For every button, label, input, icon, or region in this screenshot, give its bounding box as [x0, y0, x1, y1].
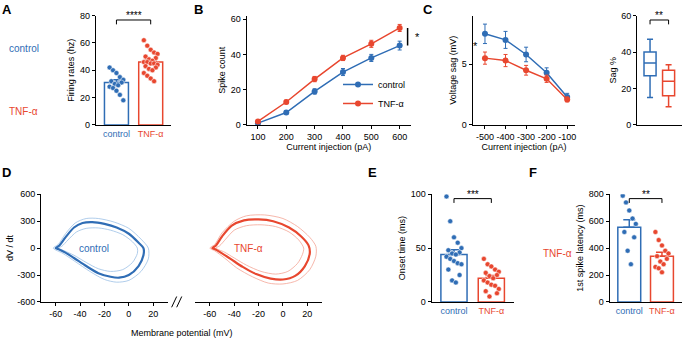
svg-text:F: F [529, 165, 537, 180]
svg-text:dV / dt: dV / dt [5, 235, 15, 262]
svg-text:0: 0 [85, 120, 90, 130]
svg-text:80: 80 [80, 11, 90, 21]
svg-text:***: *** [467, 189, 479, 200]
svg-text:60: 60 [80, 38, 90, 48]
svg-text:Current injection (pA): Current injection (pA) [286, 142, 371, 152]
svg-text:control: control [616, 306, 643, 316]
svg-text:500: 500 [364, 132, 379, 142]
svg-text:TNF-α: TNF-α [649, 306, 675, 316]
svg-text:100: 100 [250, 132, 265, 142]
svg-text:20: 20 [231, 85, 241, 95]
svg-text:****: **** [126, 10, 142, 21]
svg-text:400: 400 [589, 243, 604, 253]
svg-text:100: 100 [411, 189, 426, 199]
svg-text:600: 600 [20, 189, 35, 199]
svg-text:Membrane potential (mV): Membrane potential (mV) [131, 328, 233, 338]
svg-text:0: 0 [421, 297, 426, 307]
svg-text:-100: -100 [558, 132, 576, 142]
svg-text:40: 40 [621, 47, 631, 57]
svg-text:5: 5 [462, 59, 467, 69]
svg-text:B: B [194, 2, 203, 17]
svg-text:300: 300 [307, 132, 322, 142]
svg-text:E: E [368, 165, 377, 180]
svg-text:-600: -600 [17, 297, 35, 307]
svg-text:Onset time (ms): Onset time (ms) [397, 216, 407, 280]
svg-text:-60: -60 [49, 309, 62, 319]
svg-text:0: 0 [462, 120, 467, 130]
svg-text:-20: -20 [98, 309, 111, 319]
svg-text:control: control [440, 306, 467, 316]
svg-text:300: 300 [20, 216, 35, 226]
svg-text:400: 400 [335, 132, 350, 142]
svg-text:0: 0 [236, 120, 241, 130]
svg-text:TNF-α: TNF-α [234, 243, 263, 254]
svg-text:-400: -400 [497, 132, 515, 142]
svg-text:control: control [9, 43, 39, 54]
svg-text:TNF-α: TNF-α [378, 99, 404, 109]
svg-text:-500: -500 [476, 132, 494, 142]
svg-text:-60: -60 [203, 309, 216, 319]
svg-text:D: D [2, 165, 11, 180]
svg-text:200: 200 [589, 270, 604, 280]
svg-text:TNF-α: TNF-α [9, 106, 38, 117]
svg-text:40: 40 [80, 65, 90, 75]
svg-text:Firing rates (hz): Firing rates (hz) [66, 39, 76, 102]
svg-text:**: ** [655, 10, 663, 21]
svg-text:20: 20 [80, 93, 90, 103]
svg-text:**: ** [642, 189, 650, 200]
svg-text:*: * [473, 40, 478, 52]
svg-text:-40: -40 [228, 309, 241, 319]
svg-text:control: control [103, 129, 130, 139]
svg-text:0: 0 [599, 297, 604, 307]
svg-text:40: 40 [231, 50, 241, 60]
svg-text:control: control [79, 243, 109, 254]
svg-text:Current injection (pA): Current injection (pA) [482, 142, 567, 152]
svg-text:20: 20 [621, 84, 631, 94]
svg-text:0: 0 [30, 243, 35, 253]
svg-text:-40: -40 [74, 309, 87, 319]
svg-text:-200: -200 [538, 132, 556, 142]
svg-text:0: 0 [626, 120, 631, 130]
svg-text:1st spike latency (ms): 1st spike latency (ms) [575, 205, 585, 292]
svg-text:50: 50 [416, 243, 426, 253]
svg-text:600: 600 [589, 216, 604, 226]
svg-text:A: A [2, 2, 12, 17]
svg-text:0: 0 [126, 309, 131, 319]
svg-text:-20: -20 [252, 309, 265, 319]
svg-text:60: 60 [231, 14, 241, 24]
svg-text:*: * [415, 31, 420, 43]
svg-text:TNF-α: TNF-α [138, 129, 164, 139]
svg-text:TNF-α: TNF-α [543, 248, 572, 259]
svg-text:-300: -300 [517, 132, 535, 142]
svg-text:C: C [423, 2, 433, 17]
svg-text:200: 200 [279, 132, 294, 142]
svg-text:60: 60 [621, 11, 631, 21]
svg-text:Spike count: Spike count [217, 46, 227, 94]
svg-text:0: 0 [280, 309, 285, 319]
svg-text:20: 20 [148, 309, 158, 319]
svg-text:800: 800 [589, 189, 604, 199]
svg-text:600: 600 [392, 132, 407, 142]
svg-text:control: control [378, 80, 405, 90]
svg-text:Sag %: Sag % [608, 57, 618, 84]
svg-text:-300: -300 [17, 270, 35, 280]
svg-text:Voltage sag (mV): Voltage sag (mV) [448, 36, 458, 105]
svg-text:20: 20 [302, 309, 312, 319]
svg-text:TNF-α: TNF-α [478, 306, 504, 316]
